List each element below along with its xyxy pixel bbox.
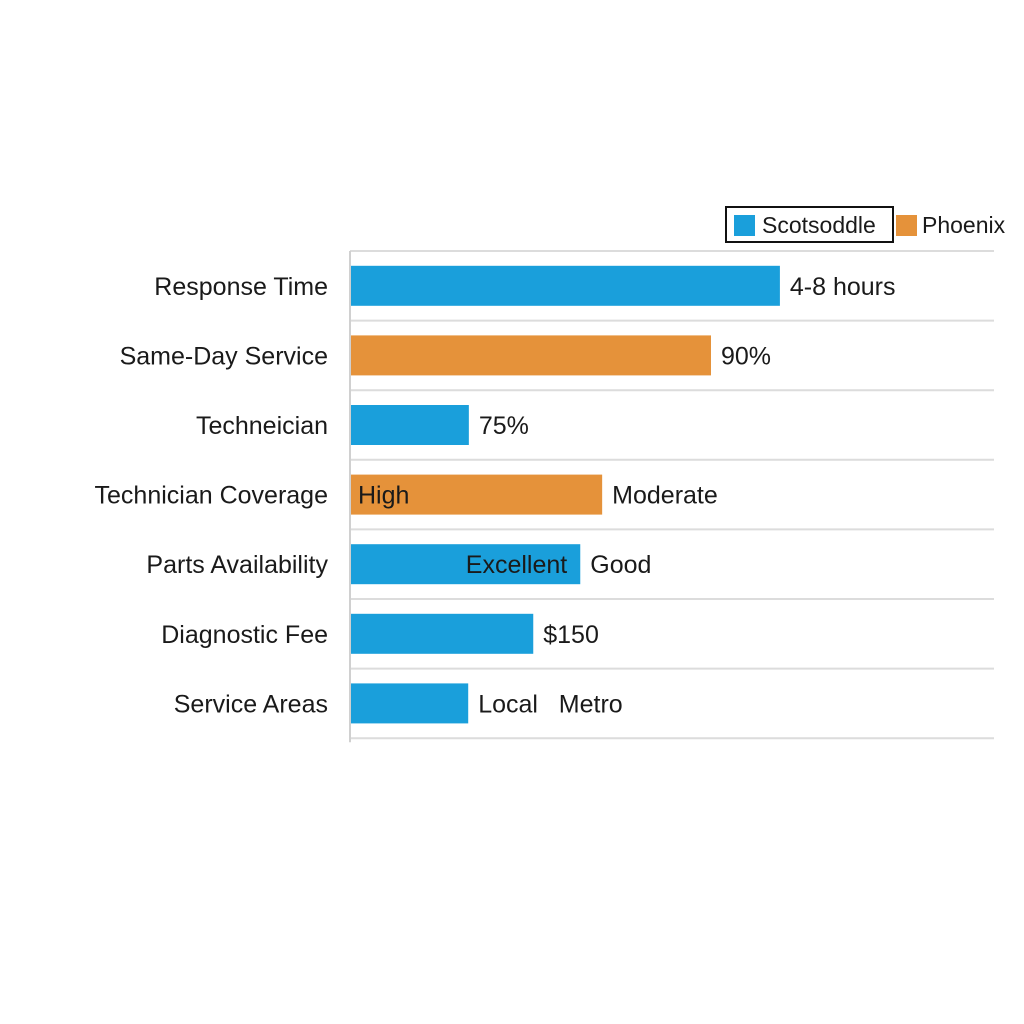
- bar: [351, 405, 469, 445]
- bar: [351, 683, 469, 724]
- bar-value-label: 75%: [479, 412, 529, 440]
- category-label: Diagnostic Fee: [161, 621, 328, 649]
- bar: [351, 474, 603, 515]
- legend: Scotsoddle Phoenix: [725, 206, 1006, 243]
- category-label: Parts Availability: [146, 551, 328, 579]
- bar-value-label: 4-8 hours: [790, 273, 896, 301]
- category-label: Response Time: [154, 273, 328, 301]
- legend-swatch-phoenix: [896, 215, 917, 236]
- bars: [351, 265, 780, 724]
- bar: [351, 265, 780, 306]
- bar-value-label: 90%: [721, 342, 771, 370]
- bar: [351, 544, 581, 585]
- labels: Response Time Same-Day Service Techneician…: [95, 273, 896, 719]
- legend-swatch-scotsoddle: [734, 215, 755, 236]
- category-label: Same-Day Service: [120, 342, 328, 370]
- category-label: Techneician: [196, 412, 328, 440]
- bar-value-label: $150: [543, 621, 599, 649]
- bar-inside-label: Excellent: [466, 551, 567, 579]
- bar: [351, 613, 534, 654]
- bar-value-label: Moderate: [612, 482, 718, 510]
- bar: [351, 335, 711, 376]
- gridlines: [349, 250, 994, 743]
- legend-label-scotsoddle: Scotsoddle: [762, 212, 876, 238]
- bar-value-label: Good: [590, 551, 651, 579]
- legend-label-phoenix: Phoenix: [922, 212, 1006, 238]
- bar-value-label: Local Metro: [478, 690, 623, 718]
- bar-inside-label: High: [358, 482, 409, 510]
- category-label: Service Areas: [174, 690, 328, 718]
- category-label: Technician Coverage: [95, 482, 328, 510]
